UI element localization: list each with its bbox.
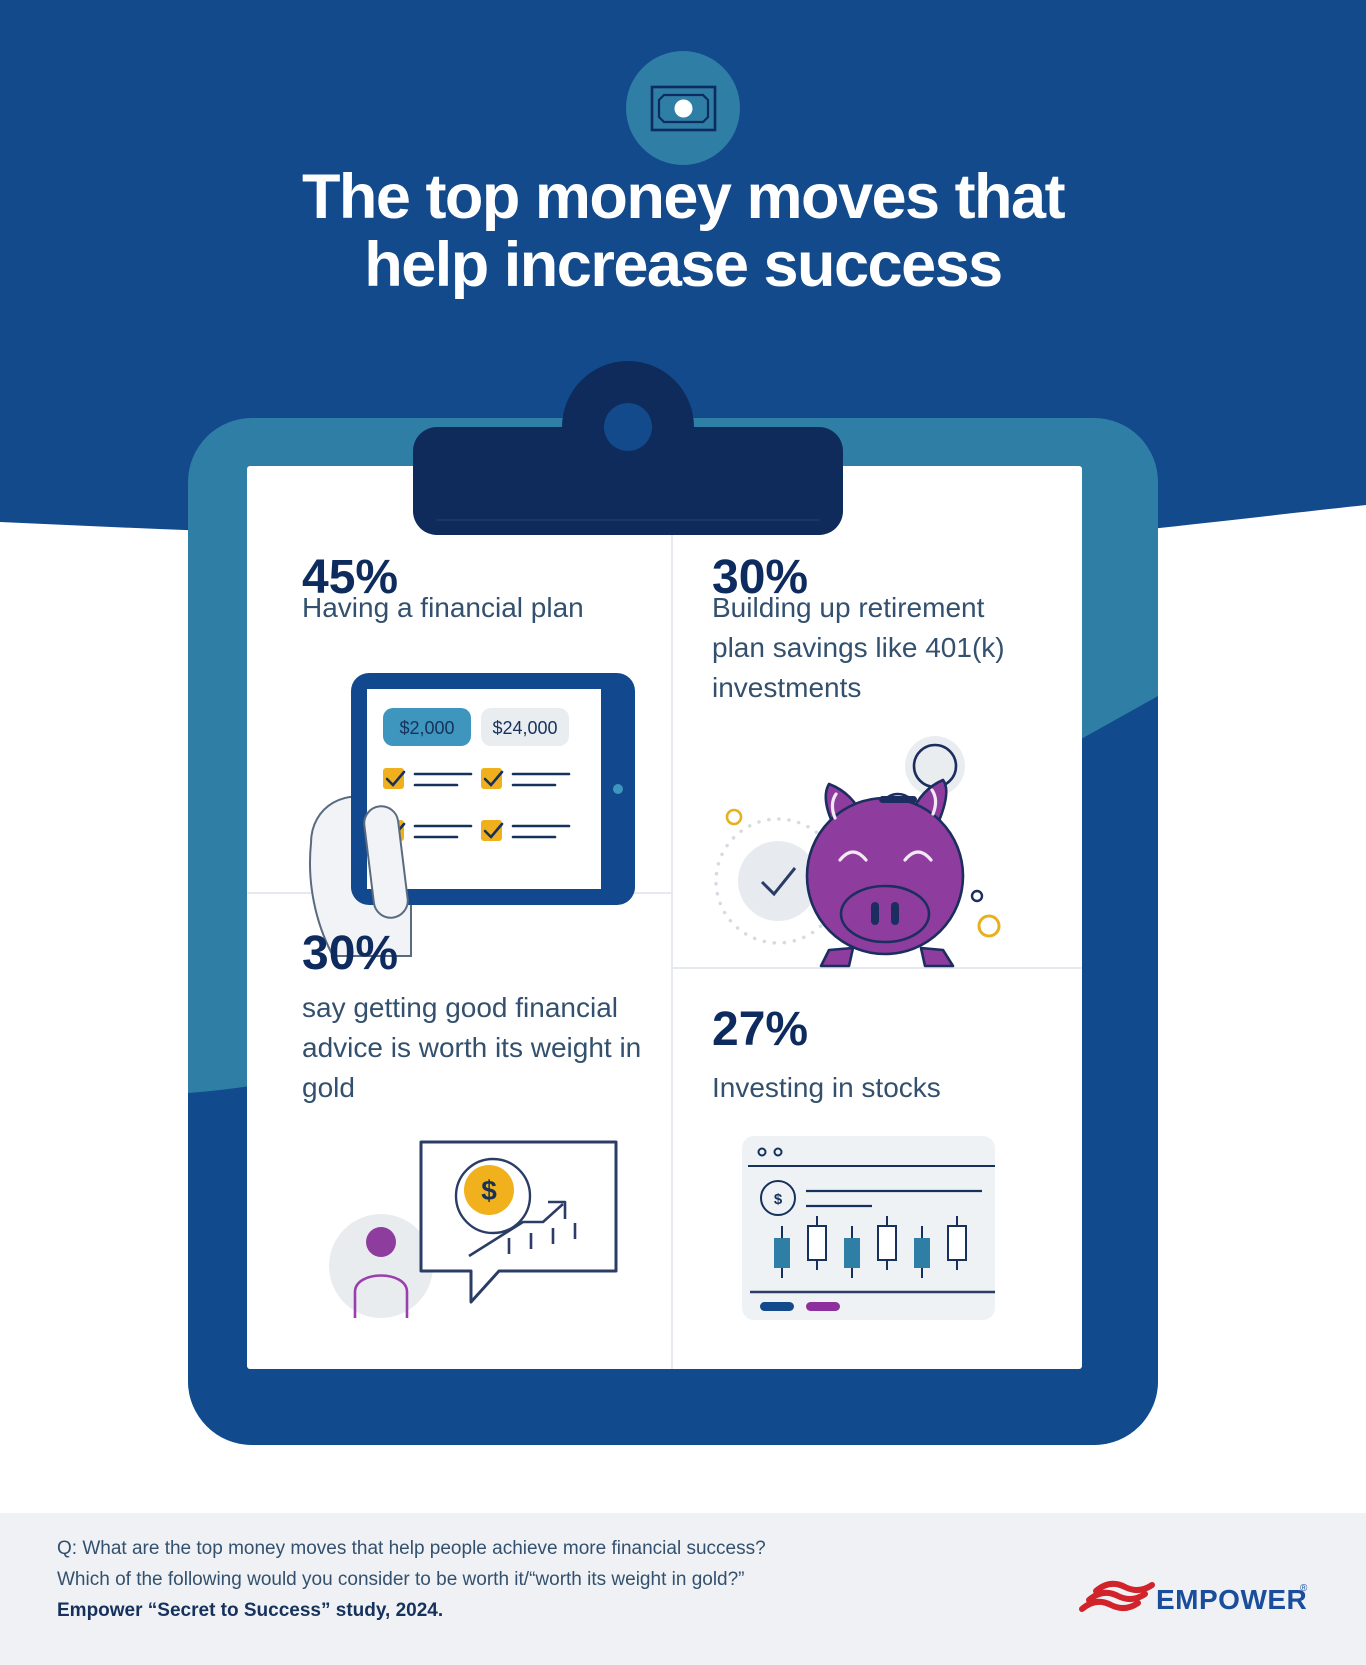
title-line-1: The top money moves that bbox=[301, 162, 1066, 232]
piggy-bank-illustration bbox=[714, 736, 1001, 968]
registered-mark: ® bbox=[1300, 1583, 1308, 1594]
footnote: Q: What are the top money moves that hel… bbox=[57, 1533, 766, 1626]
person-head bbox=[366, 1227, 396, 1257]
thumb bbox=[363, 805, 409, 919]
navy-dot bbox=[970, 889, 984, 903]
footer: Q: What are the top money moves that hel… bbox=[0, 1513, 1366, 1665]
flag-icon bbox=[1079, 1580, 1155, 1612]
clipboard-board: 45% Having a financial plan $2,000 $24,0… bbox=[247, 466, 1082, 1369]
window-dot bbox=[773, 1147, 783, 1157]
person-body bbox=[353, 1274, 409, 1318]
window-dot bbox=[757, 1147, 767, 1157]
stat-label-advice: say getting good financial advice is wor… bbox=[302, 992, 642, 1103]
banknote-icon bbox=[626, 51, 740, 165]
pill-alt-amount: $24,000 bbox=[492, 718, 557, 738]
check-circle-icon bbox=[738, 841, 818, 921]
yellow-circle bbox=[977, 914, 1001, 938]
pill-selected-amount: $2,000 bbox=[399, 718, 454, 738]
clipboard: 45% Having a financial plan $2,000 $24,0… bbox=[188, 418, 1158, 1445]
stat-label-stocks: Investing in stocks bbox=[712, 1072, 941, 1103]
coin-icon bbox=[905, 736, 965, 796]
footnote-source: Empower “Secret to Success” study, 2024. bbox=[57, 1600, 444, 1621]
dollar-sign: $ bbox=[481, 1175, 497, 1206]
stat-value-retirement: 30% bbox=[712, 551, 809, 604]
checkbox-icon bbox=[481, 768, 571, 789]
page-title: The top money moves that help increase s… bbox=[0, 163, 1366, 299]
footnote-line-1: Q: What are the top money moves that hel… bbox=[57, 1538, 766, 1559]
footnote-line-2: Which of the following would you conside… bbox=[57, 1569, 745, 1590]
dollar-circle-icon bbox=[760, 1180, 796, 1216]
dollar-sign: $ bbox=[774, 1191, 783, 1208]
stat-label-financial-plan: Having a financial plan bbox=[302, 592, 584, 623]
checkbox-icon bbox=[481, 820, 571, 841]
stat-label-retirement: Building up retirement plan savings like… bbox=[712, 592, 1005, 703]
divider-vertical bbox=[671, 466, 673, 1369]
stat-value-financial-plan: 45% bbox=[302, 551, 399, 604]
clipboard-clip bbox=[413, 361, 843, 535]
snout bbox=[839, 884, 931, 944]
divider-horizontal-right bbox=[672, 967, 1082, 969]
legend-dash-purple bbox=[806, 1302, 840, 1311]
checkbox-icon bbox=[383, 768, 473, 789]
tablet-illustration: $2,000 $24,000 bbox=[308, 673, 635, 957]
growth-arrow-icon bbox=[468, 1200, 577, 1258]
dollar-coin-icon bbox=[464, 1165, 514, 1215]
candlestick-chart-illustration: $ bbox=[742, 1136, 995, 1320]
brand-name: EMPOWER bbox=[1156, 1584, 1307, 1615]
candles bbox=[774, 1216, 967, 1278]
legend-dash-navy bbox=[760, 1302, 794, 1311]
stat-value-stocks: 27% bbox=[712, 1003, 809, 1056]
yellow-circle bbox=[725, 808, 743, 826]
camera-dot bbox=[613, 784, 623, 794]
header-background bbox=[0, 0, 1366, 545]
coin-outline bbox=[454, 1157, 532, 1235]
empower-logo: EMPOWER ® bbox=[1079, 1580, 1308, 1615]
title-line-2: help increase success bbox=[364, 230, 1003, 300]
advisor-illustration: $ bbox=[329, 1140, 618, 1318]
stat-value-advice: 30% bbox=[302, 927, 399, 980]
